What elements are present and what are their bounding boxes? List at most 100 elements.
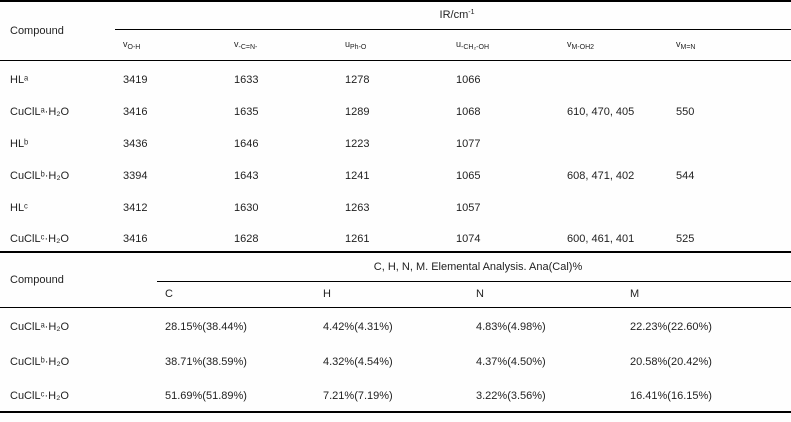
table-row: HLᵇ 3436 1646 1223 1077: [0, 124, 791, 156]
vibration-symbol: v: [567, 38, 572, 49]
value-cell: 610, 470, 405: [567, 106, 635, 118]
table-row: CuClLᶜ·H₂O 51.69%(51.89%) 7.21%(7.19%) 3…: [0, 377, 791, 412]
value-cell: 1289: [345, 106, 370, 118]
value-cell: 20.58%(20.42%): [630, 356, 712, 368]
value-cell: 28.15%(38.44%): [165, 321, 247, 333]
compound-cell: CuClLᵇ·H₂O: [10, 356, 70, 368]
value-cell: 1635: [234, 106, 259, 118]
vibration-subscript: M=N: [680, 43, 696, 51]
column-header-v-cn: v-C=N-: [226, 29, 337, 61]
table-row: HLᵃ 3419 1633 1278 1066: [0, 60, 791, 92]
compound-cell: HLᵇ: [10, 138, 29, 150]
value-cell: 1261: [345, 233, 370, 245]
vibration-symbol: v: [676, 38, 681, 49]
compound-cell: CuClLᶜ·H₂O: [10, 390, 69, 402]
vibration-subscript: O-H: [127, 43, 141, 51]
value-cell: 1065: [456, 170, 481, 182]
value-cell: 16.41%(16.15%): [630, 390, 712, 402]
compound-cell: CuClLᶜ·H₂O: [10, 233, 69, 245]
table-row: CuClLᵇ·H₂O 38.71%(38.59%) 4.32%(4.54%) 4…: [0, 342, 791, 377]
compound-header-label: Compound: [10, 24, 64, 37]
vibration-symbol: v: [234, 38, 239, 49]
column-header-v-mn: vM=N: [668, 29, 791, 61]
column-header-n: N: [468, 281, 622, 308]
ea-group-header: C, H, N, M. Elemental Analysis. Ana(Cal)…: [157, 253, 791, 282]
vibration-symbol: u: [456, 38, 462, 49]
value-cell: 1066: [456, 74, 481, 86]
value-cell: 1643: [234, 170, 259, 182]
column-header-v-oh: vO-H: [115, 29, 226, 61]
table-row: CuClLᵃ·H₂O 28.15%(38.44%) 4.42%(4.31%) 4…: [0, 307, 791, 342]
value-cell: 550: [676, 106, 695, 118]
table-row: HLᶜ 3412 1630 1263 1057: [0, 188, 791, 220]
value-cell: 1068: [456, 106, 481, 118]
value-cell: 51.69%(51.89%): [165, 390, 247, 402]
value-cell: 22.23%(22.60%): [630, 321, 712, 333]
value-cell: [559, 188, 668, 220]
value-cell: 3416: [123, 106, 148, 118]
value-cell: 1646: [234, 138, 259, 150]
vibration-subscript: M-OH2: [571, 43, 595, 51]
compound-cell: HLᵃ: [10, 74, 29, 86]
value-cell: [668, 60, 791, 92]
value-cell: 1278: [345, 74, 370, 86]
table-row: CuClLᶜ·H₂O 3416 1628 1261 1074 600, 461,…: [0, 220, 791, 252]
vibration-symbol: v: [123, 38, 128, 49]
value-cell: 1057: [456, 202, 481, 214]
value-cell: 4.83%(4.98%): [476, 321, 546, 333]
value-cell: [668, 124, 791, 156]
value-cell: 4.32%(4.54%): [323, 356, 393, 368]
value-cell: [559, 60, 668, 92]
column-header-h: H: [315, 281, 468, 308]
column-header-u-ch2oh: u-CH₂-OH: [448, 29, 559, 61]
vibration-subscript: Ph-O: [350, 43, 367, 51]
compound-cell: CuClLᵃ·H₂O: [10, 106, 70, 118]
value-cell: 3.22%(3.56%): [476, 390, 546, 402]
compound-column-header: Compound: [0, 1, 115, 61]
value-cell: 600, 461, 401: [567, 233, 635, 245]
value-cell: 1628: [234, 233, 259, 245]
vibration-subscript: -CH₂-OH: [461, 43, 490, 51]
value-cell: 3412: [123, 202, 148, 214]
vibration-subscript: -C=N-: [238, 43, 258, 51]
value-cell: 608, 471, 402: [567, 170, 635, 182]
ir-unit-label: IR/cm: [439, 9, 469, 22]
compound-column-header: Compound: [0, 253, 157, 308]
value-cell: 3436: [123, 138, 148, 150]
ea-group-header-label: C, H, N, M. Elemental Analysis. Ana(Cal)…: [373, 260, 583, 273]
value-cell: [559, 124, 668, 156]
value-cell: 3416: [123, 233, 148, 245]
value-cell: 1077: [456, 138, 481, 150]
value-cell: 1223: [345, 138, 370, 150]
value-cell: 38.71%(38.59%): [165, 356, 247, 368]
value-cell: 1241: [345, 170, 370, 182]
column-header-c: C: [157, 281, 315, 308]
value-cell: [668, 188, 791, 220]
compound-header-label: Compound: [10, 273, 64, 286]
elemental-analysis-table: Compound C, H, N, M. Elemental Analysis.…: [0, 253, 791, 413]
table-row: CuClLᵇ·H₂O 3394 1643 1241 1065 608, 471,…: [0, 156, 791, 188]
value-cell: 1074: [456, 233, 481, 245]
ir-group-header-row: Compound IR/cm-1: [0, 1, 791, 61]
ea-group-header-row: Compound C, H, N, M. Elemental Analysis.…: [0, 253, 791, 308]
value-cell: 4.42%(4.31%): [323, 321, 393, 333]
ir-group-header: IR/cm-1: [115, 1, 791, 30]
value-cell: 525: [676, 233, 695, 245]
column-header-u-pho: uPh-O: [337, 29, 448, 61]
compound-cell: HLᶜ: [10, 202, 28, 214]
value-cell: 1633: [234, 74, 259, 86]
ir-unit-exponent: -1: [468, 9, 475, 17]
value-cell: 7.21%(7.19%): [323, 390, 393, 402]
value-cell: 544: [676, 170, 695, 182]
value-cell: 1263: [345, 202, 370, 214]
ir-subheader-row: vO-H v-C=N- uPh-O u-CH₂-OH vM-OH2 vM=N: [0, 29, 791, 61]
compound-cell: CuClLᵇ·H₂O: [10, 170, 70, 182]
compound-cell: CuClLᵃ·H₂O: [10, 321, 70, 333]
value-cell: 4.37%(4.50%): [476, 356, 546, 368]
value-cell: 3419: [123, 74, 148, 86]
table-row: CuClLᵃ·H₂O 3416 1635 1289 1068 610, 470,…: [0, 92, 791, 124]
value-cell: 3394: [123, 170, 148, 182]
column-header-m: M: [622, 281, 791, 308]
ir-table: Compound IR/cm-1 vO-H v-C=N- uPh-O u-CH₂…: [0, 0, 791, 253]
